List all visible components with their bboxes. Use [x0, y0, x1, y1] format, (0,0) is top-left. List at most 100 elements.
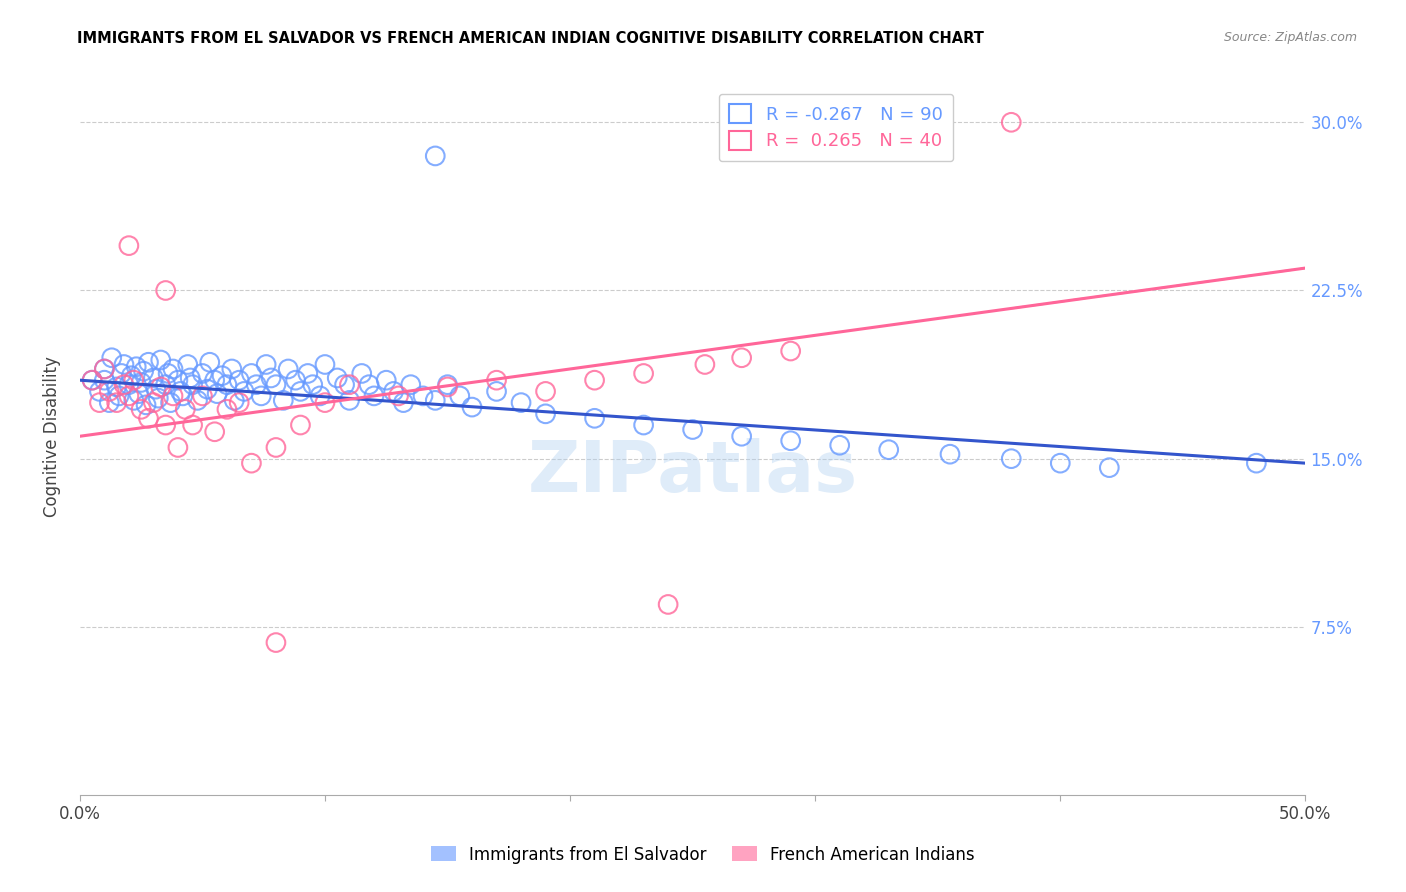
Point	[105, 380, 128, 394]
Point	[534, 407, 557, 421]
Point	[167, 373, 190, 387]
Y-axis label: Cognitive Disability: Cognitive Disability	[44, 356, 60, 516]
Point	[228, 395, 250, 409]
Point	[191, 389, 214, 403]
Point	[105, 395, 128, 409]
Point	[82, 373, 104, 387]
Point	[382, 384, 405, 399]
Point	[129, 376, 152, 390]
Point	[186, 393, 208, 408]
Point	[425, 149, 447, 163]
Point	[82, 373, 104, 387]
Point	[118, 377, 141, 392]
Point	[412, 389, 434, 403]
Legend: R = -0.267   N = 90, R =  0.265   N = 40: R = -0.267 N = 90, R = 0.265 N = 40	[718, 94, 953, 161]
Point	[89, 395, 111, 409]
Point	[204, 373, 226, 387]
Point	[135, 398, 157, 412]
Point	[339, 377, 361, 392]
Point	[633, 418, 655, 433]
Point	[132, 364, 155, 378]
Point	[240, 456, 263, 470]
Point	[228, 373, 250, 387]
Point	[112, 358, 135, 372]
Point	[387, 389, 409, 403]
Point	[297, 367, 319, 381]
Point	[314, 395, 336, 409]
Point	[375, 373, 398, 387]
Point	[290, 418, 312, 433]
Point	[461, 400, 484, 414]
Point	[98, 384, 121, 399]
Point	[583, 411, 606, 425]
Point	[339, 393, 361, 408]
Point	[264, 377, 287, 392]
Point	[93, 362, 115, 376]
Point	[240, 367, 263, 381]
Point	[204, 425, 226, 439]
Point	[693, 358, 716, 372]
Point	[250, 389, 273, 403]
Point	[129, 402, 152, 417]
Legend: Immigrants from El Salvador, French American Indians: Immigrants from El Salvador, French Amer…	[425, 839, 981, 871]
Point	[181, 418, 204, 433]
Point	[326, 371, 349, 385]
Point	[425, 393, 447, 408]
Point	[205, 386, 228, 401]
Point	[633, 367, 655, 381]
Point	[333, 377, 356, 392]
Point	[359, 377, 381, 392]
Point	[264, 441, 287, 455]
Point	[125, 359, 148, 374]
Point	[485, 373, 508, 387]
Point	[682, 423, 704, 437]
Point	[939, 447, 962, 461]
Point	[179, 371, 201, 385]
Point	[877, 442, 900, 457]
Point	[309, 389, 332, 403]
Point	[1000, 115, 1022, 129]
Point	[98, 395, 121, 409]
Point	[162, 389, 184, 403]
Point	[828, 438, 851, 452]
Point	[195, 382, 218, 396]
Point	[1098, 460, 1121, 475]
Point	[138, 411, 160, 425]
Point	[138, 355, 160, 369]
Point	[149, 353, 172, 368]
Point	[392, 395, 415, 409]
Point	[399, 377, 422, 392]
Point	[485, 384, 508, 399]
Point	[730, 429, 752, 443]
Point	[159, 395, 181, 409]
Point	[224, 393, 246, 408]
Point	[148, 391, 170, 405]
Point	[122, 373, 145, 387]
Point	[657, 598, 679, 612]
Point	[254, 358, 277, 372]
Point	[1246, 456, 1268, 470]
Point	[172, 389, 194, 403]
Point	[93, 373, 115, 387]
Point	[264, 635, 287, 649]
Point	[350, 367, 373, 381]
Point	[290, 384, 312, 399]
Point	[215, 402, 238, 417]
Point	[162, 362, 184, 376]
Point	[301, 377, 323, 392]
Point	[260, 371, 283, 385]
Point	[145, 382, 167, 396]
Point	[198, 355, 221, 369]
Point	[181, 377, 204, 392]
Point	[128, 386, 150, 401]
Text: IMMIGRANTS FROM EL SALVADOR VS FRENCH AMERICAN INDIAN COGNITIVE DISABILITY CORRE: IMMIGRANTS FROM EL SALVADOR VS FRENCH AM…	[77, 31, 984, 46]
Point	[112, 377, 135, 392]
Point	[730, 351, 752, 365]
Point	[277, 362, 299, 376]
Point	[779, 434, 801, 448]
Point	[167, 441, 190, 455]
Point	[118, 389, 141, 403]
Point	[155, 377, 177, 392]
Point	[177, 358, 200, 372]
Point	[142, 371, 165, 385]
